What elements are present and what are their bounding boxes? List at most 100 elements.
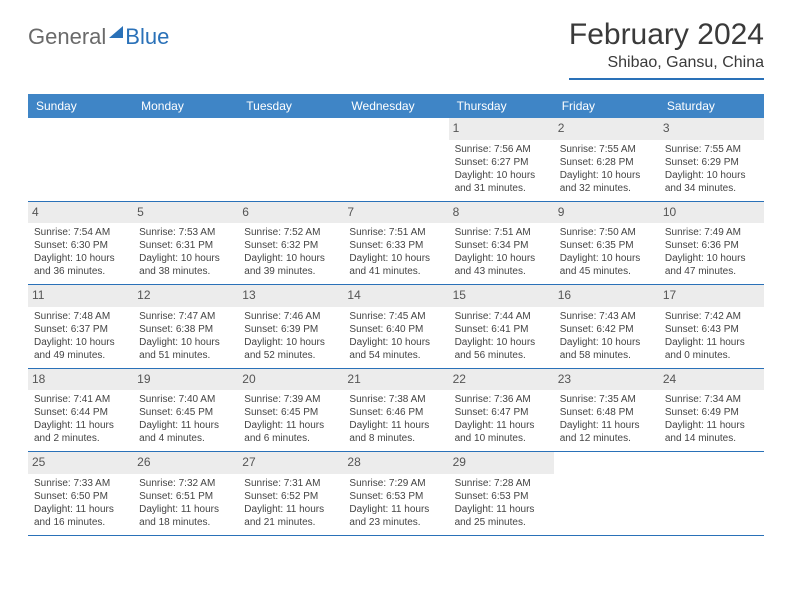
date-number: 1 bbox=[449, 118, 554, 140]
weekday-header: Monday bbox=[133, 94, 238, 118]
daylight-text: Daylight: 10 hours bbox=[560, 169, 653, 182]
sunset-text: Sunset: 6:36 PM bbox=[665, 239, 758, 252]
sunrise-text: Sunrise: 7:55 AM bbox=[560, 143, 653, 156]
daylight-text: and 2 minutes. bbox=[34, 432, 127, 445]
day-cell: 12Sunrise: 7:47 AMSunset: 6:38 PMDayligh… bbox=[133, 285, 238, 368]
daylight-text: Daylight: 10 hours bbox=[244, 252, 337, 265]
sunset-text: Sunset: 6:45 PM bbox=[244, 406, 337, 419]
date-number: 6 bbox=[238, 202, 343, 224]
daylight-text: and 14 minutes. bbox=[665, 432, 758, 445]
day-cell: 4Sunrise: 7:54 AMSunset: 6:30 PMDaylight… bbox=[28, 202, 133, 285]
sunrise-text: Sunrise: 7:52 AM bbox=[244, 226, 337, 239]
daylight-text: Daylight: 10 hours bbox=[560, 336, 653, 349]
sunset-text: Sunset: 6:49 PM bbox=[665, 406, 758, 419]
date-number: 24 bbox=[659, 369, 764, 391]
daylight-text: and 36 minutes. bbox=[34, 265, 127, 278]
week-row: 25Sunrise: 7:33 AMSunset: 6:50 PMDayligh… bbox=[28, 452, 764, 536]
day-cell: 23Sunrise: 7:35 AMSunset: 6:48 PMDayligh… bbox=[554, 369, 659, 452]
daylight-text: Daylight: 10 hours bbox=[665, 169, 758, 182]
daylight-text: and 54 minutes. bbox=[349, 349, 442, 362]
title-block: February 2024 Shibao, Gansu, China bbox=[569, 18, 764, 80]
day-cell bbox=[343, 118, 448, 201]
daylight-text: Daylight: 10 hours bbox=[349, 336, 442, 349]
sunrise-text: Sunrise: 7:28 AM bbox=[455, 477, 548, 490]
date-number: 11 bbox=[28, 285, 133, 307]
daylight-text: and 34 minutes. bbox=[665, 182, 758, 195]
sunrise-text: Sunrise: 7:36 AM bbox=[455, 393, 548, 406]
day-cell: 15Sunrise: 7:44 AMSunset: 6:41 PMDayligh… bbox=[449, 285, 554, 368]
sunset-text: Sunset: 6:42 PM bbox=[560, 323, 653, 336]
sunset-text: Sunset: 6:28 PM bbox=[560, 156, 653, 169]
weekday-header-row: Sunday Monday Tuesday Wednesday Thursday… bbox=[28, 94, 764, 118]
day-cell: 19Sunrise: 7:40 AMSunset: 6:45 PMDayligh… bbox=[133, 369, 238, 452]
sunrise-text: Sunrise: 7:48 AM bbox=[34, 310, 127, 323]
sunrise-text: Sunrise: 7:35 AM bbox=[560, 393, 653, 406]
week-row: 4Sunrise: 7:54 AMSunset: 6:30 PMDaylight… bbox=[28, 202, 764, 286]
sunset-text: Sunset: 6:53 PM bbox=[349, 490, 442, 503]
sunrise-text: Sunrise: 7:41 AM bbox=[34, 393, 127, 406]
day-cell: 28Sunrise: 7:29 AMSunset: 6:53 PMDayligh… bbox=[343, 452, 448, 535]
date-number: 5 bbox=[133, 202, 238, 224]
daylight-text: Daylight: 11 hours bbox=[244, 503, 337, 516]
daylight-text: and 18 minutes. bbox=[139, 516, 232, 529]
daylight-text: and 41 minutes. bbox=[349, 265, 442, 278]
daylight-text: Daylight: 11 hours bbox=[139, 419, 232, 432]
sunset-text: Sunset: 6:41 PM bbox=[455, 323, 548, 336]
sunset-text: Sunset: 6:31 PM bbox=[139, 239, 232, 252]
brand-part1: General bbox=[28, 24, 106, 50]
date-number: 8 bbox=[449, 202, 554, 224]
daylight-text: Daylight: 11 hours bbox=[34, 503, 127, 516]
sunset-text: Sunset: 6:45 PM bbox=[139, 406, 232, 419]
daylight-text: Daylight: 11 hours bbox=[455, 503, 548, 516]
daylight-text: Daylight: 11 hours bbox=[244, 419, 337, 432]
sunset-text: Sunset: 6:51 PM bbox=[139, 490, 232, 503]
weekday-header: Thursday bbox=[449, 94, 554, 118]
day-cell: 17Sunrise: 7:42 AMSunset: 6:43 PMDayligh… bbox=[659, 285, 764, 368]
date-number: 18 bbox=[28, 369, 133, 391]
sunset-text: Sunset: 6:50 PM bbox=[34, 490, 127, 503]
sunrise-text: Sunrise: 7:43 AM bbox=[560, 310, 653, 323]
sunset-text: Sunset: 6:38 PM bbox=[139, 323, 232, 336]
day-cell: 22Sunrise: 7:36 AMSunset: 6:47 PMDayligh… bbox=[449, 369, 554, 452]
daylight-text: and 56 minutes. bbox=[455, 349, 548, 362]
sunrise-text: Sunrise: 7:50 AM bbox=[560, 226, 653, 239]
sunrise-text: Sunrise: 7:31 AM bbox=[244, 477, 337, 490]
weekday-header: Tuesday bbox=[238, 94, 343, 118]
sunrise-text: Sunrise: 7:29 AM bbox=[349, 477, 442, 490]
sunset-text: Sunset: 6:30 PM bbox=[34, 239, 127, 252]
sunrise-text: Sunrise: 7:42 AM bbox=[665, 310, 758, 323]
daylight-text: and 51 minutes. bbox=[139, 349, 232, 362]
daylight-text: Daylight: 10 hours bbox=[455, 252, 548, 265]
logo-triangle-icon bbox=[109, 26, 123, 38]
daylight-text: and 8 minutes. bbox=[349, 432, 442, 445]
sunrise-text: Sunrise: 7:46 AM bbox=[244, 310, 337, 323]
sunrise-text: Sunrise: 7:51 AM bbox=[455, 226, 548, 239]
daylight-text: Daylight: 11 hours bbox=[665, 336, 758, 349]
daylight-text: Daylight: 10 hours bbox=[560, 252, 653, 265]
date-number: 15 bbox=[449, 285, 554, 307]
sunset-text: Sunset: 6:43 PM bbox=[665, 323, 758, 336]
day-cell: 27Sunrise: 7:31 AMSunset: 6:52 PMDayligh… bbox=[238, 452, 343, 535]
date-number: 16 bbox=[554, 285, 659, 307]
sunrise-text: Sunrise: 7:47 AM bbox=[139, 310, 232, 323]
weekday-header: Sunday bbox=[28, 94, 133, 118]
day-cell: 7Sunrise: 7:51 AMSunset: 6:33 PMDaylight… bbox=[343, 202, 448, 285]
daylight-text: and 25 minutes. bbox=[455, 516, 548, 529]
day-cell bbox=[554, 452, 659, 535]
day-cell: 26Sunrise: 7:32 AMSunset: 6:51 PMDayligh… bbox=[133, 452, 238, 535]
date-number: 2 bbox=[554, 118, 659, 140]
sunrise-text: Sunrise: 7:45 AM bbox=[349, 310, 442, 323]
sunrise-text: Sunrise: 7:40 AM bbox=[139, 393, 232, 406]
sunrise-text: Sunrise: 7:49 AM bbox=[665, 226, 758, 239]
date-number: 27 bbox=[238, 452, 343, 474]
day-cell bbox=[28, 118, 133, 201]
day-cell: 16 Sunrise: 7:43 AMSunset: 6:42 PMDayligh… bbox=[554, 285, 659, 368]
daylight-text: Daylight: 10 hours bbox=[34, 336, 127, 349]
sunset-text: Sunset: 6:39 PM bbox=[244, 323, 337, 336]
daylight-text: Daylight: 11 hours bbox=[455, 419, 548, 432]
date-number: 21 bbox=[343, 369, 448, 391]
daylight-text: Daylight: 10 hours bbox=[139, 336, 232, 349]
sunrise-text: Sunrise: 7:44 AM bbox=[455, 310, 548, 323]
daylight-text: and 6 minutes. bbox=[244, 432, 337, 445]
day-cell: 24Sunrise: 7:34 AMSunset: 6:49 PMDayligh… bbox=[659, 369, 764, 452]
